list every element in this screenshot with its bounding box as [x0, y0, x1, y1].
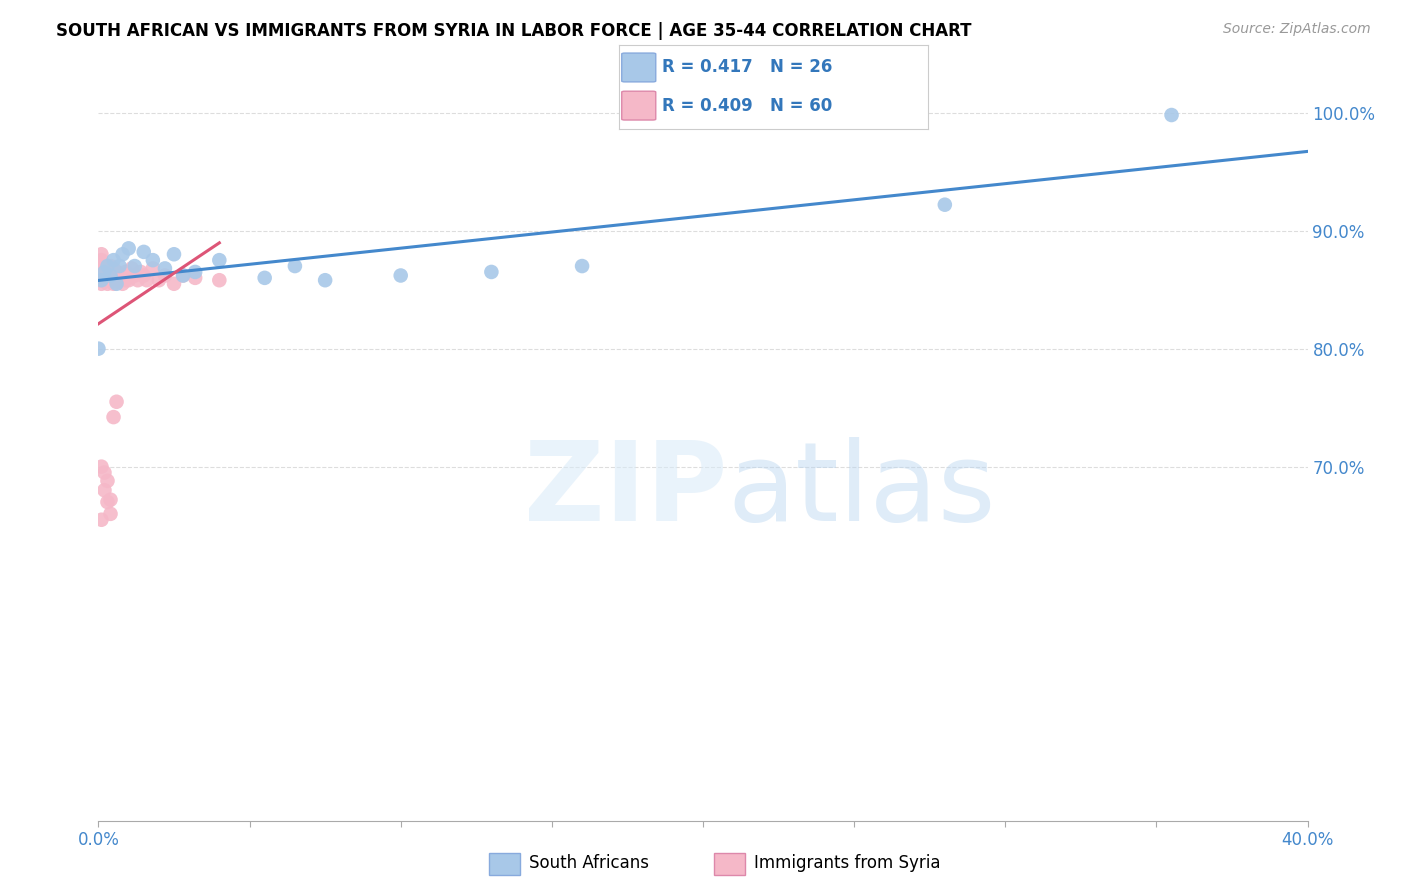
- Point: [93, 265, 115, 279]
- FancyBboxPatch shape: [489, 853, 520, 875]
- Point: [105, 273, 128, 287]
- Point: [142, 261, 165, 276]
- FancyBboxPatch shape: [621, 54, 655, 82]
- Point: [184, 265, 207, 279]
- Point: [96, 277, 118, 291]
- Point: [105, 277, 128, 291]
- Point: [172, 268, 194, 283]
- Point: [108, 259, 131, 273]
- Point: [103, 253, 125, 268]
- Point: [96, 268, 118, 283]
- Point: [93, 268, 115, 283]
- Point: [129, 265, 152, 279]
- Point: [100, 265, 122, 279]
- Point: [153, 261, 176, 276]
- Point: [96, 265, 118, 279]
- Point: [87, 342, 110, 356]
- Point: [163, 247, 186, 261]
- Point: [87, 273, 110, 287]
- Point: [90, 273, 112, 287]
- Point: [111, 268, 134, 283]
- Point: [163, 277, 186, 291]
- Point: [132, 268, 155, 283]
- Point: [114, 273, 136, 287]
- Point: [571, 259, 593, 273]
- FancyBboxPatch shape: [621, 91, 655, 120]
- Point: [93, 273, 115, 287]
- Point: [114, 265, 136, 279]
- Text: Source: ZipAtlas.com: Source: ZipAtlas.com: [1223, 22, 1371, 37]
- Point: [96, 273, 118, 287]
- Point: [111, 277, 134, 291]
- Point: [118, 241, 141, 255]
- Text: Immigrants from Syria: Immigrants from Syria: [754, 854, 941, 872]
- Point: [284, 259, 307, 273]
- Point: [100, 268, 122, 283]
- Point: [184, 270, 207, 285]
- Text: South Africans: South Africans: [529, 854, 648, 872]
- Point: [93, 483, 115, 498]
- Point: [87, 268, 110, 283]
- FancyBboxPatch shape: [714, 853, 745, 875]
- Point: [90, 247, 112, 261]
- Point: [87, 265, 110, 279]
- Text: R = 0.417   N = 26: R = 0.417 N = 26: [662, 59, 832, 77]
- Point: [103, 410, 125, 425]
- Point: [105, 268, 128, 283]
- Point: [118, 268, 141, 283]
- Point: [100, 268, 122, 283]
- Point: [93, 265, 115, 279]
- Point: [93, 466, 115, 480]
- Point: [142, 253, 165, 268]
- Point: [172, 268, 194, 283]
- Point: [90, 268, 112, 283]
- Point: [208, 273, 231, 287]
- Point: [90, 253, 112, 268]
- Text: ZIP: ZIP: [524, 437, 727, 544]
- Point: [108, 268, 131, 283]
- Point: [1160, 108, 1182, 122]
- Point: [100, 273, 122, 287]
- Text: R = 0.409   N = 60: R = 0.409 N = 60: [662, 96, 832, 114]
- Point: [314, 273, 336, 287]
- Point: [100, 507, 122, 521]
- Point: [108, 273, 131, 287]
- Point: [103, 277, 125, 291]
- Text: atlas: atlas: [727, 437, 995, 544]
- Point: [208, 253, 231, 268]
- Point: [105, 265, 128, 279]
- Point: [124, 268, 146, 283]
- Point: [90, 459, 112, 474]
- Point: [105, 394, 128, 409]
- Point: [135, 273, 157, 287]
- Point: [124, 259, 146, 273]
- Point: [934, 197, 956, 211]
- Point: [100, 259, 122, 273]
- Point: [90, 513, 112, 527]
- Point: [96, 259, 118, 273]
- Point: [118, 273, 141, 287]
- Point: [127, 273, 149, 287]
- Point: [103, 268, 125, 283]
- Text: SOUTH AFRICAN VS IMMIGRANTS FROM SYRIA IN LABOR FORCE | AGE 35-44 CORRELATION CH: SOUTH AFRICAN VS IMMIGRANTS FROM SYRIA I…: [56, 22, 972, 40]
- Point: [93, 259, 115, 273]
- Point: [121, 261, 143, 276]
- Point: [103, 261, 125, 276]
- Point: [132, 244, 155, 259]
- Point: [90, 259, 112, 273]
- Point: [153, 268, 176, 283]
- Point: [90, 277, 112, 291]
- Point: [96, 495, 118, 509]
- Point: [389, 268, 412, 283]
- Point: [90, 270, 112, 285]
- Point: [253, 270, 276, 285]
- Point: [100, 492, 122, 507]
- Point: [148, 273, 170, 287]
- Point: [111, 247, 134, 261]
- Point: [90, 265, 112, 279]
- Point: [481, 265, 503, 279]
- Point: [96, 474, 118, 488]
- Point: [90, 273, 112, 287]
